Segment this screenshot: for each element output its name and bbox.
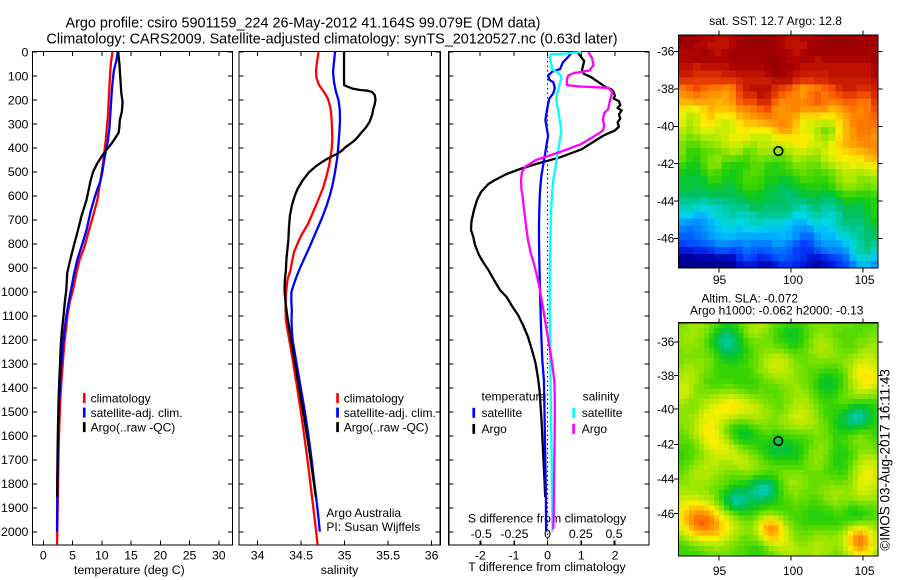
svg-text:100: 100 <box>783 273 803 287</box>
svg-text:35: 35 <box>338 549 352 563</box>
svg-text:2: 2 <box>612 549 619 563</box>
svg-text:-44: -44 <box>657 472 675 486</box>
svg-text:95: 95 <box>713 564 727 578</box>
svg-text:95: 95 <box>713 273 727 287</box>
svg-text:5: 5 <box>69 549 76 563</box>
svg-text:salinity: salinity <box>583 390 620 404</box>
svg-text:©IMOS 03-Aug-2017 16:11:43: ©IMOS 03-Aug-2017 16:11:43 <box>878 369 893 551</box>
svg-text:-42: -42 <box>657 438 675 452</box>
svg-text:satellite-adj. clim.: satellite-adj. clim. <box>344 406 436 420</box>
svg-text:0: 0 <box>22 45 29 59</box>
svg-text:-44: -44 <box>657 194 675 208</box>
svg-text:-0.25: -0.25 <box>500 527 528 541</box>
svg-text:2000: 2000 <box>1 525 29 539</box>
svg-text:-2: -2 <box>475 549 486 563</box>
svg-text:36: 36 <box>425 549 439 563</box>
svg-text:Argo h1000: -0.062 h2000: -0.1: Argo h1000: -0.062 h2000: -0.13 <box>690 304 864 318</box>
svg-text:Argo: Argo <box>582 422 608 436</box>
svg-text:1000: 1000 <box>1 285 29 299</box>
svg-text:S difference from climatology: S difference from climatology <box>468 512 627 526</box>
svg-text:1900: 1900 <box>1 501 29 515</box>
svg-text:700: 700 <box>8 213 29 227</box>
svg-text:10: 10 <box>95 549 109 563</box>
svg-text:25: 25 <box>183 549 197 563</box>
svg-text:1700: 1700 <box>1 453 29 467</box>
svg-text:35.5: 35.5 <box>376 549 400 563</box>
svg-text:Argo(..raw -QC): Argo(..raw -QC) <box>344 420 429 434</box>
svg-text:30: 30 <box>212 549 226 563</box>
svg-text:34: 34 <box>251 549 265 563</box>
svg-text:34.5: 34.5 <box>289 549 313 563</box>
svg-text:T difference from climatology: T difference from climatology <box>468 560 626 574</box>
svg-text:200: 200 <box>8 93 29 107</box>
svg-text:temperature (deg C): temperature (deg C) <box>74 563 185 577</box>
svg-text:1500: 1500 <box>1 405 29 419</box>
svg-text:800: 800 <box>8 237 29 251</box>
svg-text:900: 900 <box>8 261 29 275</box>
svg-text:-46: -46 <box>657 507 675 521</box>
svg-text:climatology: climatology <box>344 391 404 405</box>
svg-text:climatology: climatology <box>91 391 151 405</box>
svg-text:105: 105 <box>854 564 874 578</box>
svg-text:0: 0 <box>544 549 551 563</box>
svg-text:20: 20 <box>153 549 167 563</box>
svg-text:1: 1 <box>578 549 585 563</box>
svg-text:-38: -38 <box>657 82 675 96</box>
svg-text:1800: 1800 <box>1 477 29 491</box>
svg-text:-38: -38 <box>657 369 675 383</box>
svg-text:105: 105 <box>854 273 874 287</box>
svg-text:-0.5: -0.5 <box>471 527 492 541</box>
svg-text:satellite: satellite <box>582 406 623 420</box>
svg-text:-42: -42 <box>657 157 675 171</box>
svg-text:-36: -36 <box>657 45 675 59</box>
svg-text:satellite: satellite <box>482 406 523 420</box>
svg-text:0.25: 0.25 <box>569 527 593 541</box>
svg-text:Altim. SLA: -0.072: Altim. SLA: -0.072 <box>701 292 798 306</box>
svg-text:-40: -40 <box>657 120 675 134</box>
svg-text:1600: 1600 <box>1 429 29 443</box>
svg-text:-40: -40 <box>657 402 675 416</box>
svg-text:1100: 1100 <box>2 309 29 323</box>
svg-text:600: 600 <box>8 189 29 203</box>
svg-text:100: 100 <box>783 564 803 578</box>
svg-text:salinity: salinity <box>321 563 359 577</box>
svg-text:0: 0 <box>544 527 551 541</box>
svg-text:0: 0 <box>40 549 47 563</box>
svg-text:Argo Australia: Argo Australia <box>326 506 401 520</box>
svg-text:400: 400 <box>8 141 29 155</box>
svg-text:-36: -36 <box>657 335 675 349</box>
svg-text:-1: -1 <box>508 549 519 563</box>
svg-text:temperature: temperature <box>482 390 547 404</box>
svg-text:Argo(..raw -QC): Argo(..raw -QC) <box>91 420 176 434</box>
svg-text:PI: Susan Wijffels: PI: Susan Wijffels <box>326 520 420 534</box>
svg-text:sat. SST: 12.7 Argo: 12.8: sat. SST: 12.7 Argo: 12.8 <box>709 14 842 28</box>
svg-text:500: 500 <box>8 165 29 179</box>
svg-text:Argo profile: csiro 5901159_22: Argo profile: csiro 5901159_224 26-May-2… <box>66 15 541 31</box>
svg-text:15: 15 <box>124 549 138 563</box>
svg-text:100: 100 <box>8 69 29 83</box>
svg-text:0.5: 0.5 <box>605 527 622 541</box>
svg-text:1400: 1400 <box>1 381 29 395</box>
svg-text:satellite-adj. clim.: satellite-adj. clim. <box>91 406 183 420</box>
svg-text:-46: -46 <box>657 232 675 246</box>
svg-text:1200: 1200 <box>1 333 29 347</box>
svg-text:Climatology: CARS2009. Satelli: Climatology: CARS2009. Satellite-adjuste… <box>46 31 617 47</box>
svg-text:1300: 1300 <box>1 357 29 371</box>
svg-text:Argo: Argo <box>482 422 508 436</box>
svg-text:300: 300 <box>8 117 29 131</box>
